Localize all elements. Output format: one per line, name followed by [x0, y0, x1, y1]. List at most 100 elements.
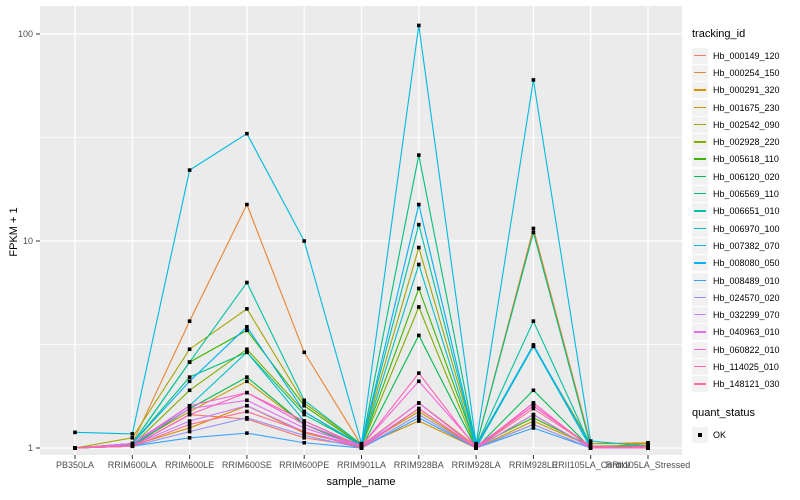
data-point [245, 280, 249, 285]
data-point [588, 444, 593, 449]
data-point [531, 419, 536, 423]
data-point [73, 446, 77, 450]
data-point [646, 441, 650, 446]
data-point [531, 78, 536, 82]
data-point [187, 409, 192, 414]
legend-item-Hb_000291_320: Hb_000291_320 [692, 82, 798, 99]
data-point [130, 441, 135, 446]
legend-label: Hb_032299_070 [713, 310, 780, 321]
data-point [187, 168, 192, 172]
data-point [531, 343, 536, 347]
data-point [245, 328, 249, 333]
data-point [187, 319, 192, 323]
legend-key-Hb_008080_050 [692, 255, 708, 272]
data-point [474, 441, 478, 446]
legend-label: Hb_005618_110 [713, 154, 779, 165]
legend: tracking_id Hb_000149_120 Hb_000254_150 Hb… [692, 28, 798, 443]
data-point [187, 403, 192, 408]
data-point [302, 440, 306, 445]
data-point [130, 436, 135, 440]
data-point [417, 401, 421, 405]
data-points [73, 23, 650, 450]
legend-swatch-icon [694, 296, 706, 299]
data-point [245, 403, 249, 408]
legend-key-Hb_008489_010 [692, 272, 708, 289]
legend-key-Hb_024570_020 [692, 289, 708, 306]
x-tick-label-RRII105LA_Stressed: RRII105LA_Stressed [606, 460, 691, 470]
legend-swatch-icon [694, 210, 706, 212]
legend-key-Hb_006651_010 [692, 203, 708, 220]
legend-swatch-icon [694, 71, 706, 74]
legend-label: Hb_060822_010 [713, 344, 780, 355]
data-point [187, 347, 192, 352]
data-point [187, 379, 192, 384]
data-point [245, 202, 249, 207]
legend-item-Hb_002542_090: Hb_002542_090 [692, 116, 798, 133]
data-point [187, 419, 192, 423]
data-point [417, 222, 421, 227]
data-point [245, 415, 249, 420]
data-point [646, 446, 650, 450]
legend-swatch-icon [694, 348, 706, 351]
data-point [130, 444, 135, 449]
quant-status-label: OK [713, 429, 727, 440]
legend-key-Hb_007382_070 [692, 237, 708, 254]
legend-items: Hb_000149_120 Hb_000254_150 Hb_000291_320 H… [692, 47, 798, 393]
data-point [588, 439, 593, 443]
data-point [302, 419, 306, 423]
x-tick-label-RRII105LA_Control: RRII105LA_Control [552, 460, 630, 470]
x-tick-label-RRIM928LA: RRIM928LA [452, 460, 501, 470]
legend-item-Hb_006970_100: Hb_006970_100 [692, 220, 798, 237]
data-point [245, 375, 249, 379]
data-point [417, 409, 421, 414]
legend-label: Hb_000149_120 [713, 50, 780, 61]
legend-item-Hb_001675_230: Hb_001675_230 [692, 99, 798, 116]
data-point [417, 286, 421, 291]
legend-key-Hb_114025_010 [692, 358, 708, 375]
data-point [359, 446, 364, 450]
legend-label: Hb_008080_050 [713, 258, 780, 269]
legend-label: Hb_006120_020 [713, 171, 780, 182]
legend-swatch-icon [694, 193, 706, 195]
data-point [531, 401, 536, 405]
legend-key-Hb_032299_070 [692, 307, 708, 324]
data-point [73, 430, 77, 435]
legend-item-Hb_032299_070: Hb_032299_070 [692, 306, 798, 324]
x-tick-label-RRIM901LA: RRIM901LA [337, 460, 386, 470]
legend-swatch-icon [694, 106, 706, 108]
legend-swatch-icon [694, 244, 706, 247]
legend-swatch-icon [694, 175, 706, 178]
legend-item-Hb_002928_220: Hb_002928_220 [692, 133, 798, 151]
legend-swatch-icon [694, 123, 706, 126]
data-point [417, 202, 421, 207]
legend-key-Hb_006569_110 [692, 186, 708, 203]
data-point [531, 319, 536, 323]
legend-key-Hb_005618_110 [692, 151, 708, 168]
x-tick-label-RRIM600PE: RRIM600PE [279, 460, 329, 470]
legend-label: Hb_006651_010 [713, 206, 780, 217]
legend-label: Hb_000291_320 [713, 85, 780, 96]
data-point [187, 429, 192, 434]
legend-key-Hb_006970_100 [692, 220, 708, 237]
legend-swatch-icon [694, 279, 706, 281]
legend-item-Hb_005618_110: Hb_005618_110 [692, 151, 798, 168]
legend-item-Hb_007382_070: Hb_007382_070 [692, 237, 798, 254]
legend-title: tracking_id [692, 28, 746, 40]
legend-item-Hb_008080_050: Hb_008080_050 [692, 255, 798, 272]
legend-label: Hb_006569_110 [713, 189, 779, 200]
data-point [187, 422, 192, 427]
legend-key-Hb_148121_030 [692, 376, 708, 393]
data-point [417, 305, 421, 309]
data-point [302, 350, 306, 355]
legend-swatch-icon [694, 314, 706, 316]
data-point [531, 412, 536, 417]
legend-key-Hb_002542_090 [692, 116, 708, 133]
data-point [302, 429, 306, 434]
legend-swatch-icon [694, 141, 706, 143]
data-point [417, 153, 421, 157]
data-point [417, 23, 421, 28]
legend-item-Hb_000149_120: Hb_000149_120 [692, 47, 798, 64]
legend-swatch-icon [694, 262, 706, 264]
